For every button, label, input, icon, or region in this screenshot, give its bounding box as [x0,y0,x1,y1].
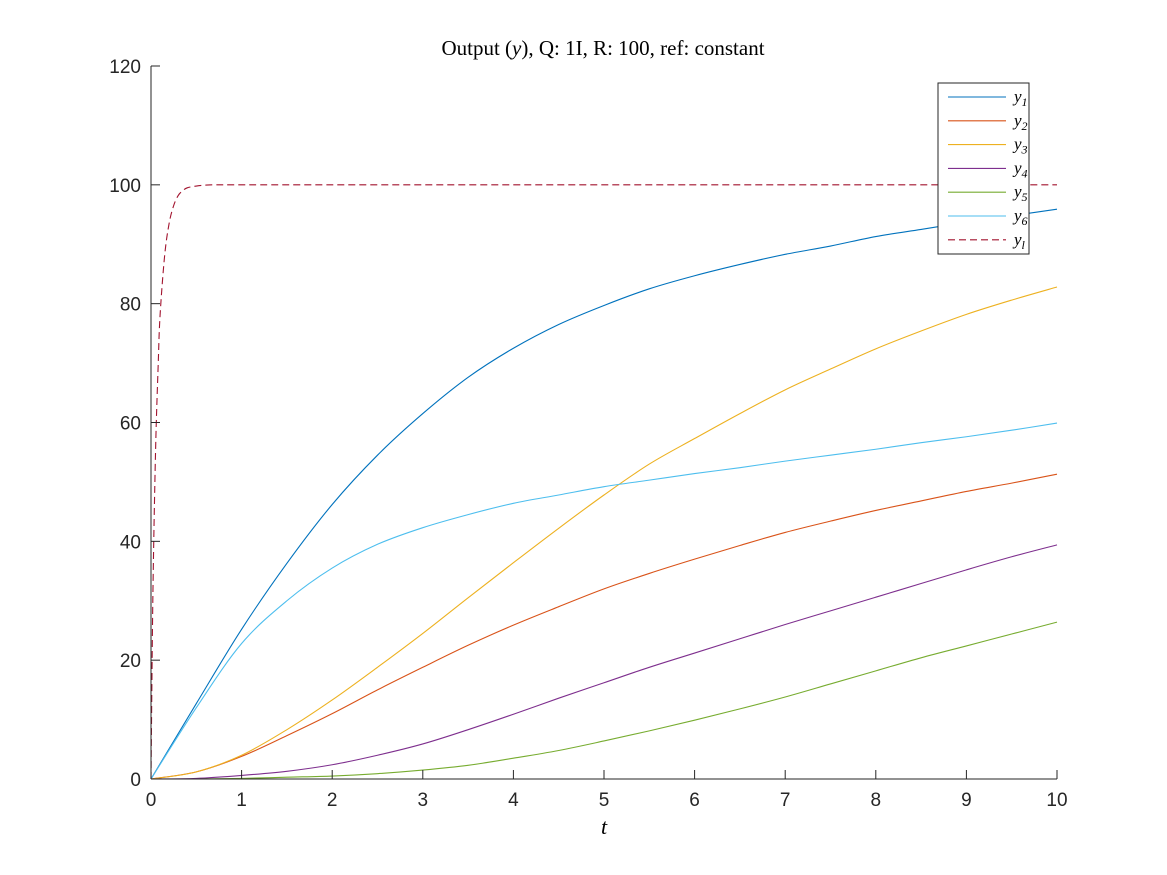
x-tick-label: 6 [689,790,700,811]
x-tick-label: 10 [1046,790,1067,811]
plot-area [150,184,1058,780]
x-tick-label: 5 [599,790,610,811]
series-line-y1 [150,208,1058,780]
y-tick-label: 120 [109,57,141,78]
legend-label-y1: y1 [1012,87,1028,109]
series-line-y3 [150,286,1058,780]
chart-title-var: y [510,36,522,60]
chart-title: Output (y), Q: 1I, R: 100, ref: constant [441,36,764,60]
x-tick-label: 2 [327,790,338,811]
legend-label-y5: y5 [1012,182,1028,204]
legend-label-yl: yl [1012,230,1026,252]
series-line-y2 [150,473,1058,780]
legend-label-y3: y3 [1012,135,1028,157]
y-tick-label: 40 [120,532,141,553]
y-tick-label: 80 [120,295,141,316]
chart-title-prefix: Output ( [441,36,512,60]
series-line-y5 [151,621,1058,780]
series-line-y6 [150,422,1058,780]
legend-label-y2: y2 [1012,111,1028,133]
y-axis-ticks: 0 20 40 60 80 100 120 [109,57,160,791]
y-tick-label: 100 [109,176,141,197]
legend-label-y6: y6 [1012,206,1028,228]
x-axis-ticks: 0 1 2 3 4 5 6 7 8 9 10 [146,770,1068,811]
x-tick-label: 1 [236,790,247,811]
legend-label-y4: y4 [1012,158,1028,180]
x-tick-label: 3 [418,790,429,811]
y-tick-label: 60 [120,414,141,435]
y-tick-label: 20 [120,651,141,672]
x-tick-label: 0 [146,790,157,811]
x-tick-label: 8 [871,790,882,811]
chart-title-suffix: ), Q: 1I, R: 100, ref: constant [521,36,764,60]
x-axis-label: t [601,814,608,839]
x-tick-label: 4 [508,790,519,811]
x-tick-label: 9 [961,790,972,811]
x-tick-label: 7 [780,790,791,811]
y-tick-label: 0 [130,770,141,791]
series-line-y4 [150,544,1058,780]
series-line-yl [150,184,1057,780]
